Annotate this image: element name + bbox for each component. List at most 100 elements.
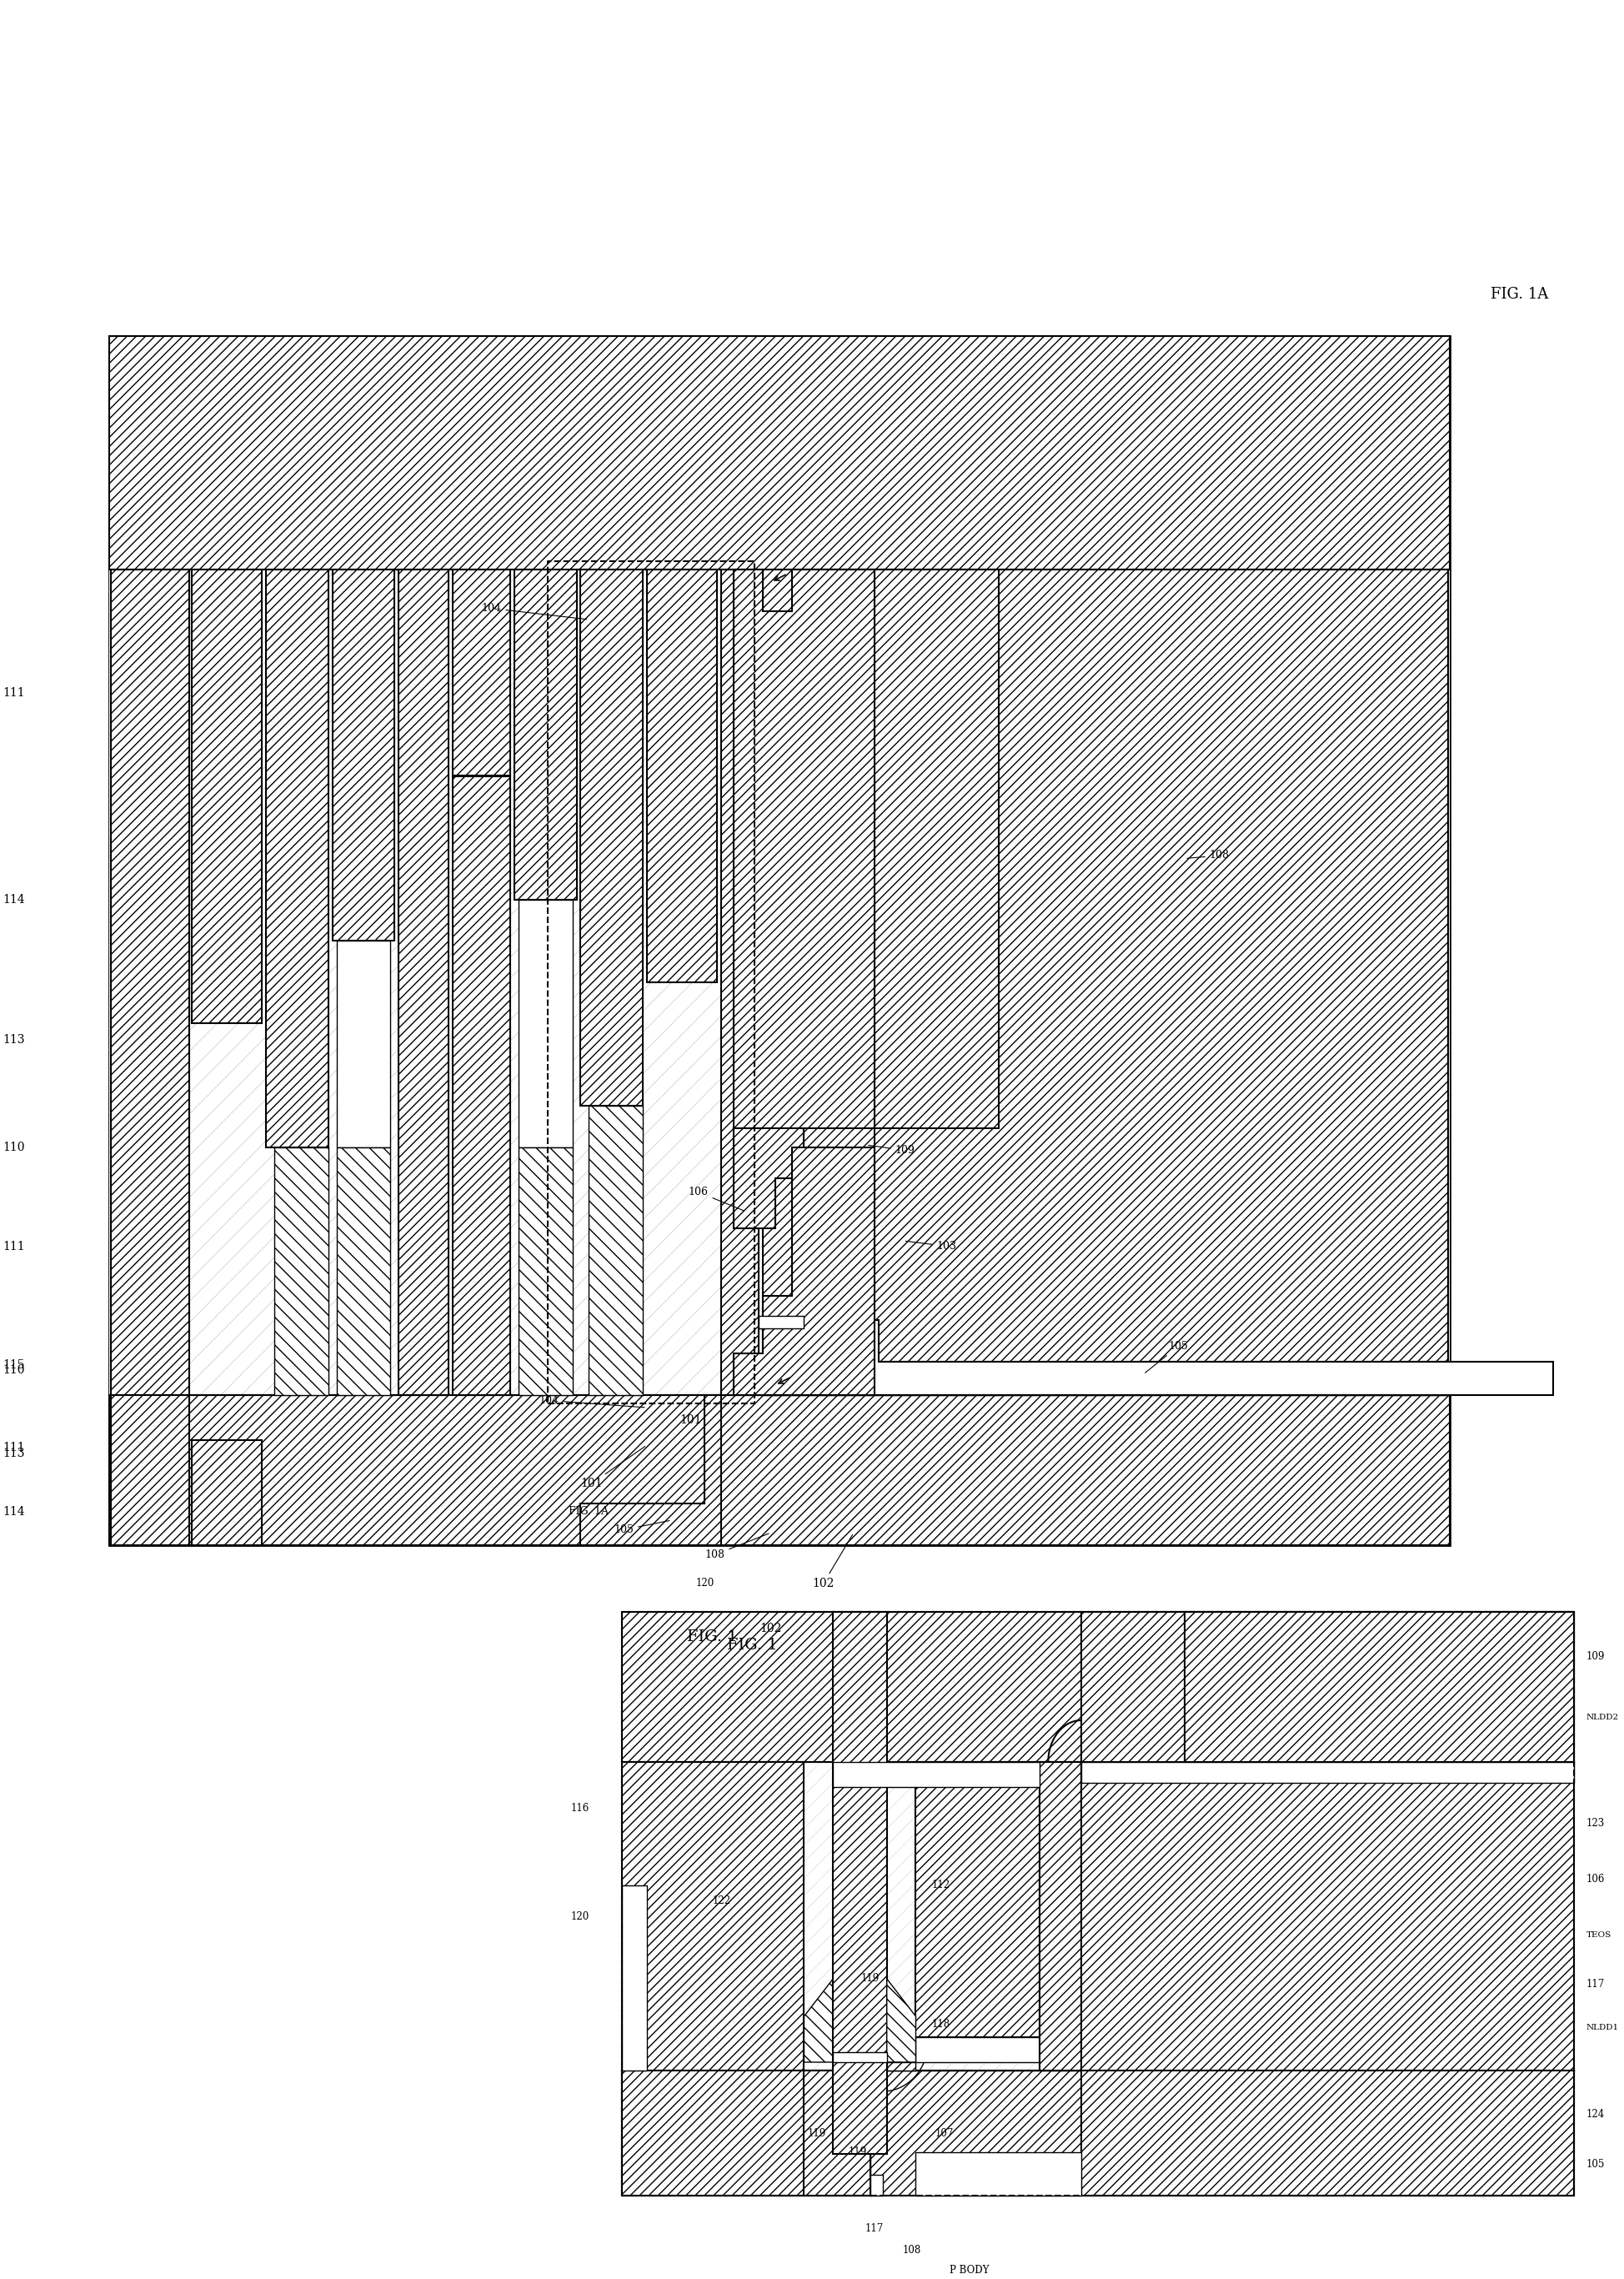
Bar [622,1885,646,2072]
Polygon shape [804,1978,833,2062]
Text: FIG. 1: FIG. 1 [687,1629,737,1645]
Text: 119: 119 [807,2129,825,2138]
Text: NLDD1: NLDD1 [1585,2024,1618,2031]
Bar [833,2051,887,2062]
Bar [398,570,448,1395]
Text: 101: 101 [679,1415,702,1427]
Bar [1184,1611,1572,1762]
Bar [622,1762,804,2072]
Bar [887,2062,916,2072]
Bar [916,1762,1039,2037]
Text: TEOS: TEOS [1585,1930,1611,1939]
Polygon shape [734,1128,804,1228]
Text: 107: 107 [935,2129,953,2138]
Text: 101: 101 [580,1447,645,1488]
Text: P BODY: P BODY [950,2265,989,2277]
Polygon shape [762,1320,1553,1395]
Bar [870,2174,882,2195]
Text: 108: 108 [1187,850,1229,861]
Polygon shape [734,1146,874,1395]
Bar [622,2072,870,2195]
Bar [833,1762,1039,1787]
Text: FIG. 1: FIG. 1 [728,1639,778,1652]
Bar [721,570,758,1395]
Bar [874,570,999,1128]
Text: 103: 103 [905,1240,957,1251]
Bar [1080,1762,1572,1782]
Text: 105: 105 [614,1520,669,1536]
Bar [336,941,390,1146]
Bar [804,2072,870,2195]
Polygon shape [580,1395,721,1545]
Bar [110,570,188,1395]
Text: 113: 113 [3,1447,24,1459]
Text: 117: 117 [864,2224,883,2233]
Text: 102: 102 [760,1623,781,1634]
Text: 114: 114 [3,1506,24,1518]
Bar [109,570,1449,1395]
Text: 115: 115 [3,1358,24,1372]
Bar [622,2072,1572,2195]
Text: 111: 111 [3,1443,24,1454]
Bar [622,1611,1572,1762]
Bar [266,570,328,1146]
Bar [1039,1762,1080,2072]
Text: 104: 104 [481,604,586,620]
Bar [622,1762,1572,2072]
Bar [588,1105,643,1395]
Text: 105: 105 [1145,1340,1187,1372]
Text: 116: 116 [570,1803,588,1814]
Bar [451,775,510,1395]
Text: 117: 117 [1585,1978,1605,1990]
Text: 120: 120 [570,1910,588,1921]
Bar [1080,1762,1572,2072]
Text: 102: 102 [812,1534,853,1588]
Text: 106: 106 [1585,1873,1605,1885]
Bar [1080,1611,1572,1762]
Bar [758,1315,804,1329]
Text: 118: 118 [931,2019,950,2031]
Bar [192,1440,261,1545]
Bar [336,1146,390,1395]
Bar [1080,2072,1572,2195]
Polygon shape [734,570,874,1128]
Text: 119: 119 [861,1974,879,1983]
Text: 104: 104 [539,1395,645,1408]
Bar [916,2151,1080,2195]
Text: 111: 111 [3,688,24,700]
Text: FIG. 1A: FIG. 1A [1489,287,1548,301]
Text: 114: 114 [3,893,24,905]
Text: 113: 113 [3,1035,24,1046]
Text: 122: 122 [711,1896,731,1905]
Text: 110: 110 [3,1365,24,1377]
Text: 108: 108 [705,1534,768,1561]
Text: 119: 119 [848,2147,867,2158]
Bar [451,570,510,775]
Bar [109,335,1449,1545]
Bar [833,1611,887,2154]
Bar [916,2037,1039,2062]
Bar [333,570,395,941]
Text: NLDD2: NLDD2 [1585,1714,1618,1721]
Text: 106: 106 [689,1187,744,1210]
Bar [580,570,643,1105]
Text: 112: 112 [931,1880,950,1892]
Text: 108: 108 [901,2245,921,2256]
Bar [109,335,1449,570]
Bar [762,570,1447,1363]
Text: 124: 124 [1585,2108,1605,2119]
Bar [518,900,572,1146]
Text: 105: 105 [1585,2158,1605,2170]
Bar [804,570,874,1294]
Bar [646,570,716,982]
Text: 111: 111 [3,1240,24,1253]
Text: FIG. 1A: FIG. 1A [568,1506,607,1518]
Bar [110,1395,188,1545]
Text: 120: 120 [695,1577,713,1588]
Polygon shape [887,1978,916,2062]
Bar [192,570,261,1023]
Bar [274,1146,328,1395]
Bar [109,1395,1449,1545]
Text: 123: 123 [1585,1819,1605,1830]
Bar [762,1363,1447,1395]
